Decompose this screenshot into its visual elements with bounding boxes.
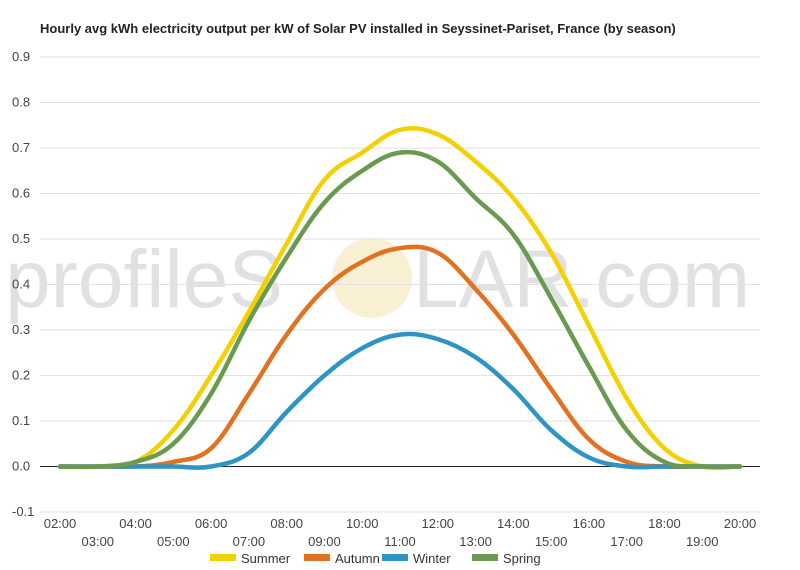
x-tick-label: 05:00	[157, 534, 190, 549]
y-tick-label: 0.2	[12, 368, 30, 383]
legend[interactable]: Summer Autumn Winter Spring	[210, 551, 541, 566]
legend-label: Winter	[413, 551, 451, 566]
x-tick-label: 12:00	[422, 516, 455, 531]
x-tick-label: 02:00	[44, 516, 77, 531]
watermark-sun-icon	[332, 238, 412, 318]
series-lines	[57, 126, 743, 471]
legend-label: Summer	[241, 551, 291, 566]
watermark: profileS LAR.com	[5, 234, 750, 325]
y-tick-label: 0.0	[12, 459, 30, 474]
x-tick-label: 03:00	[82, 534, 115, 549]
x-tick-label: 08:00	[270, 516, 303, 531]
x-tick-label: 20:00	[724, 516, 757, 531]
y-tick-label: 0.8	[12, 95, 30, 110]
watermark-text-left: profileS	[5, 234, 283, 325]
y-tick-label: 0.7	[12, 140, 30, 155]
x-tick-label: 09:00	[308, 534, 341, 549]
x-tick-label: 15:00	[535, 534, 568, 549]
legend-swatch	[304, 554, 330, 561]
x-tick-label: 07:00	[233, 534, 266, 549]
chart-title: Hourly avg kWh electricity output per kW…	[40, 21, 676, 36]
y-tick-label: -0.1	[12, 504, 34, 519]
x-tick-label: 11:00	[384, 534, 416, 549]
x-tick-label: 06:00	[195, 516, 228, 531]
y-tick-label: 0.4	[12, 277, 30, 292]
x-tick-label: 10:00	[346, 516, 379, 531]
x-axis-ticks: 02:00 03:00 04:00 05:00 06:00 07:00 08:00 09:00…	[44, 516, 757, 549]
legend-label: Spring	[503, 551, 541, 566]
x-tick-label: 17:00	[610, 534, 643, 549]
x-tick-label: 19:00	[686, 534, 719, 549]
x-tick-label: 16:00	[573, 516, 606, 531]
y-tick-label: 0.5	[12, 231, 30, 246]
legend-item-winter[interactable]: Winter	[382, 551, 451, 566]
y-tick-label: 0.9	[12, 49, 30, 64]
legend-label: Autumn	[335, 551, 380, 566]
y-tick-label: 0.1	[12, 413, 30, 428]
x-tick-label: 04:00	[119, 516, 152, 531]
y-tick-label: 0.6	[12, 186, 30, 201]
grid	[40, 56, 760, 513]
x-tick-label: 14:00	[497, 516, 530, 531]
legend-item-spring[interactable]: Spring	[472, 551, 541, 566]
x-tick-label: 13:00	[459, 534, 492, 549]
legend-swatch	[472, 554, 498, 561]
series-line-autumn	[57, 244, 743, 470]
series-line-spring	[57, 149, 743, 470]
legend-swatch	[210, 554, 236, 561]
series-line-summer	[57, 126, 743, 471]
x-tick-label: 18:00	[648, 516, 681, 531]
y-axis-ticks: 0.9 0.8 0.7 0.6 0.5 0.4 0.3 0.2 0.1 0.0 -0.1	[12, 49, 34, 519]
series-line-winter	[57, 331, 743, 470]
y-tick-label: 0.3	[12, 322, 30, 337]
legend-item-summer[interactable]: Summer	[210, 551, 291, 566]
legend-swatch	[382, 554, 408, 561]
legend-item-autumn[interactable]: Autumn	[304, 551, 380, 566]
